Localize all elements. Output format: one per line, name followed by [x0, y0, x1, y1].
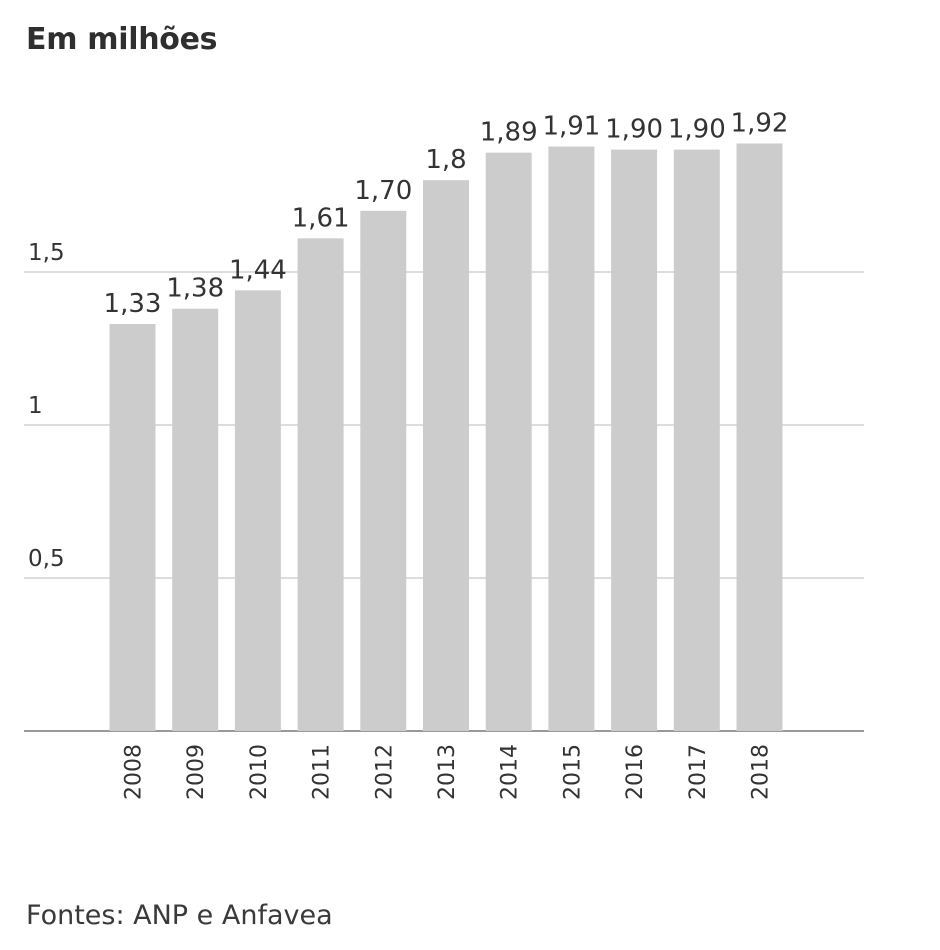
x-tick-labels: 2008 2009 2010 2011 2012 2013 2014 2015 2016 2017… — [122, 744, 774, 800]
bar-2015 — [548, 146, 595, 732]
x-tick-label: 2015 — [560, 744, 585, 800]
chart-title: Em milhões — [26, 22, 218, 57]
value-label: 1,44 — [229, 255, 287, 285]
x-tick-label: 2008 — [122, 744, 147, 800]
x-tick-label: 2013 — [435, 744, 460, 800]
bar-2013 — [423, 180, 469, 731]
x-tick-label: 2016 — [623, 744, 648, 800]
source-note: Fontes: ANP e Anfavea — [26, 900, 333, 931]
x-tick-label: 2014 — [498, 744, 523, 800]
bar-2016 — [611, 149, 658, 732]
value-label: 1,70 — [354, 176, 412, 206]
value-label: 1,92 — [731, 108, 789, 138]
bar-2010 — [234, 290, 281, 731]
bar-2008 — [109, 324, 156, 731]
bar-2012 — [360, 210, 407, 732]
y-tick-label: 1 — [28, 393, 43, 419]
x-tick-label: 2018 — [749, 744, 774, 800]
x-tick-label: 2009 — [184, 744, 209, 800]
x-tick-label: 2010 — [247, 744, 272, 800]
value-label: 1,90 — [668, 115, 726, 145]
value-label: 1,89 — [480, 118, 538, 148]
bar-2014 — [485, 152, 532, 731]
x-tick-label: 2012 — [372, 744, 397, 800]
bars — [109, 143, 783, 732]
value-label: 1,8 — [425, 145, 466, 175]
y-tick-label: 1,5 — [28, 240, 65, 266]
value-label: 1,33 — [104, 289, 162, 319]
y-tick-labels: 0,5 1 1,5 — [28, 240, 65, 572]
value-labels: 1,331,381,441,611,701,81,89 1,91 1,90 1,90 1… — [104, 108, 789, 319]
bar-2009 — [172, 308, 219, 731]
bar-2018 — [736, 143, 783, 732]
value-label: 1,91 — [542, 112, 600, 142]
y-tick-label: 0,5 — [28, 546, 65, 572]
bar-2011 — [297, 238, 344, 731]
bar-2017 — [673, 149, 720, 732]
value-label: 1,90 — [605, 115, 663, 145]
x-tick-label: 2017 — [686, 744, 711, 800]
value-label: 1,61 — [292, 203, 350, 233]
x-tick-label: 2011 — [310, 744, 335, 800]
value-label: 1,38 — [166, 274, 224, 304]
